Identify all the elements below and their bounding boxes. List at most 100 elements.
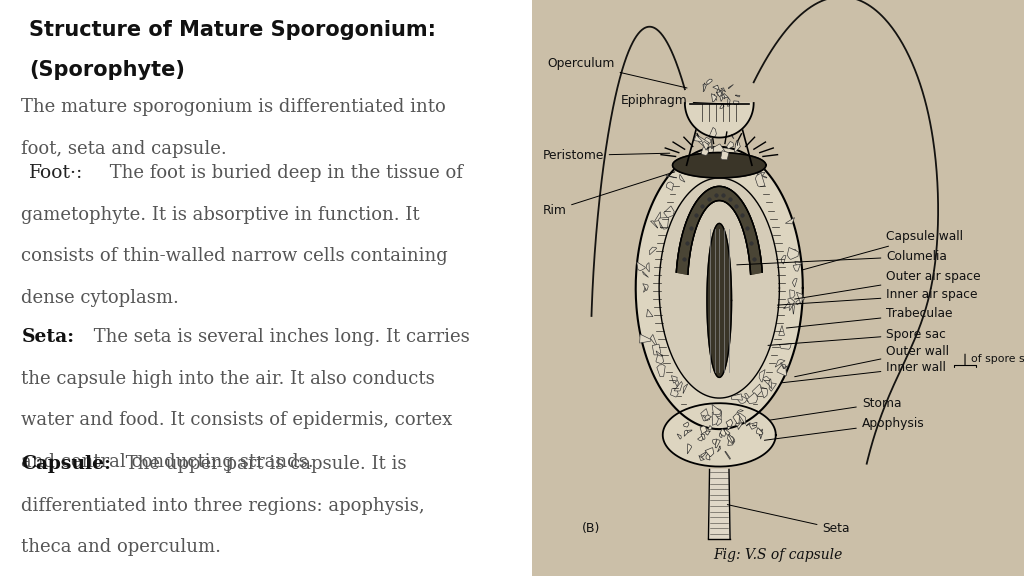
Polygon shape bbox=[724, 429, 730, 435]
Polygon shape bbox=[746, 393, 758, 404]
Polygon shape bbox=[775, 359, 785, 367]
Polygon shape bbox=[793, 278, 797, 287]
Polygon shape bbox=[761, 387, 768, 398]
Polygon shape bbox=[710, 153, 714, 160]
Polygon shape bbox=[706, 415, 712, 421]
Text: differentiated into three regions: apophysis,: differentiated into three regions: apoph… bbox=[22, 497, 425, 514]
Text: Stoma: Stoma bbox=[770, 397, 901, 420]
Text: The foot is buried deep in the tissue of: The foot is buried deep in the tissue of bbox=[103, 164, 463, 182]
Polygon shape bbox=[738, 414, 745, 425]
Polygon shape bbox=[663, 403, 776, 467]
Polygon shape bbox=[723, 104, 724, 107]
Polygon shape bbox=[734, 141, 740, 152]
Polygon shape bbox=[780, 362, 784, 369]
Text: Rim: Rim bbox=[543, 172, 675, 217]
Text: (Sporophyte): (Sporophyte) bbox=[30, 60, 185, 81]
Polygon shape bbox=[687, 444, 691, 454]
Polygon shape bbox=[646, 263, 649, 272]
Polygon shape bbox=[720, 103, 724, 108]
Text: theca and operculum.: theca and operculum. bbox=[22, 538, 221, 556]
Polygon shape bbox=[703, 84, 707, 90]
Polygon shape bbox=[751, 166, 759, 173]
Polygon shape bbox=[757, 427, 763, 435]
Polygon shape bbox=[723, 153, 728, 162]
Polygon shape bbox=[697, 434, 705, 441]
Text: The upper part is capsule. It is: The upper part is capsule. It is bbox=[120, 455, 407, 473]
Polygon shape bbox=[720, 90, 723, 95]
Text: the capsule high into the air. It also conducts: the capsule high into the air. It also c… bbox=[22, 370, 435, 388]
Polygon shape bbox=[719, 94, 723, 101]
Text: foot, seta and capsule.: foot, seta and capsule. bbox=[22, 140, 227, 158]
Polygon shape bbox=[702, 137, 711, 147]
Text: dense cytoplasm.: dense cytoplasm. bbox=[22, 289, 179, 306]
Polygon shape bbox=[676, 187, 762, 274]
Polygon shape bbox=[674, 381, 682, 391]
Text: and central conducting strands.: and central conducting strands. bbox=[22, 453, 314, 471]
Polygon shape bbox=[790, 249, 798, 256]
Polygon shape bbox=[733, 101, 739, 105]
Polygon shape bbox=[672, 377, 679, 387]
Polygon shape bbox=[713, 439, 717, 444]
Polygon shape bbox=[721, 151, 729, 160]
Polygon shape bbox=[753, 384, 763, 396]
Polygon shape bbox=[709, 127, 717, 138]
Polygon shape bbox=[677, 434, 681, 439]
Polygon shape bbox=[727, 434, 734, 444]
Text: Peristome: Peristome bbox=[543, 149, 670, 162]
Polygon shape bbox=[714, 408, 721, 416]
Text: consists of thin-walled narrow cells containing: consists of thin-walled narrow cells con… bbox=[22, 247, 449, 265]
Polygon shape bbox=[724, 93, 729, 98]
Polygon shape bbox=[778, 325, 784, 336]
Text: Inner air space: Inner air space bbox=[777, 289, 978, 305]
Polygon shape bbox=[735, 95, 740, 97]
Polygon shape bbox=[721, 88, 726, 92]
Polygon shape bbox=[700, 165, 707, 175]
Text: Capsule:: Capsule: bbox=[22, 455, 112, 473]
Polygon shape bbox=[650, 335, 656, 345]
Polygon shape bbox=[787, 298, 795, 311]
Polygon shape bbox=[658, 218, 669, 229]
Polygon shape bbox=[659, 178, 779, 398]
Polygon shape bbox=[727, 425, 732, 430]
Polygon shape bbox=[699, 456, 705, 460]
Polygon shape bbox=[769, 378, 772, 388]
Text: The mature sporogonium is differentiated into: The mature sporogonium is differentiated… bbox=[22, 98, 446, 116]
Polygon shape bbox=[769, 383, 776, 391]
Text: The seta is several inches long. It carries: The seta is several inches long. It carr… bbox=[88, 328, 470, 346]
Polygon shape bbox=[713, 85, 719, 89]
Polygon shape bbox=[685, 103, 754, 138]
Polygon shape bbox=[700, 451, 708, 457]
Polygon shape bbox=[706, 431, 711, 435]
Polygon shape bbox=[636, 147, 803, 429]
Polygon shape bbox=[702, 415, 708, 420]
Polygon shape bbox=[759, 429, 763, 436]
Polygon shape bbox=[671, 388, 678, 397]
Polygon shape bbox=[700, 434, 706, 439]
Polygon shape bbox=[782, 365, 788, 369]
Polygon shape bbox=[797, 292, 803, 304]
Polygon shape bbox=[709, 469, 730, 539]
Polygon shape bbox=[700, 426, 707, 434]
Polygon shape bbox=[707, 79, 712, 85]
Polygon shape bbox=[673, 153, 766, 178]
Polygon shape bbox=[698, 136, 709, 146]
Polygon shape bbox=[736, 394, 748, 403]
Polygon shape bbox=[777, 364, 786, 376]
Polygon shape bbox=[723, 157, 732, 166]
Polygon shape bbox=[643, 283, 648, 290]
Polygon shape bbox=[732, 134, 734, 139]
Polygon shape bbox=[659, 219, 663, 229]
Polygon shape bbox=[694, 135, 702, 142]
Polygon shape bbox=[793, 306, 795, 314]
Polygon shape bbox=[787, 248, 799, 259]
Polygon shape bbox=[728, 85, 733, 89]
Polygon shape bbox=[701, 156, 707, 166]
Polygon shape bbox=[701, 170, 714, 175]
Polygon shape bbox=[667, 182, 674, 191]
Polygon shape bbox=[683, 384, 688, 393]
Polygon shape bbox=[701, 146, 709, 156]
Polygon shape bbox=[656, 365, 666, 377]
Polygon shape bbox=[718, 446, 721, 452]
Polygon shape bbox=[785, 218, 795, 224]
Polygon shape bbox=[708, 426, 712, 430]
